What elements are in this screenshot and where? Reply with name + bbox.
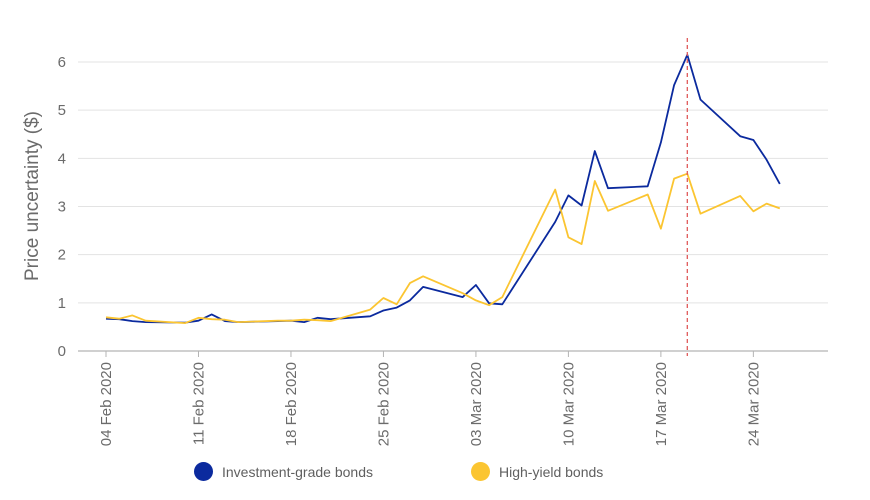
y-tick-label-4: 4: [58, 150, 66, 167]
x-tick-label-1: 11 Feb 2020: [190, 362, 207, 445]
x-tick-label-0: 04 Feb 2020: [98, 362, 115, 446]
series-line-0: [105, 53, 781, 324]
y-tick-label-5: 5: [58, 102, 66, 119]
legend-item-high-yield: High-yield bonds: [471, 462, 603, 481]
x-tick-label-5: 10 Mar 2020: [560, 362, 577, 446]
x-tick-label-4: 03 Mar 2020: [468, 362, 485, 446]
y-tick-label-2: 2: [58, 247, 66, 264]
y-axis-title: Price uncertainty ($): [22, 111, 43, 281]
series-line-1: [105, 172, 781, 325]
x-tick-label-3: 25 Feb 2020: [375, 362, 392, 446]
legend-swatch-investment-grade: [194, 462, 213, 481]
legend-item-investment-grade: Investment-grade bonds: [194, 462, 373, 481]
x-tick-label-7: 24 Mar 2020: [745, 362, 762, 446]
legend-swatch-high-yield: [471, 462, 490, 481]
y-tick-label-6: 6: [58, 54, 66, 71]
x-tick-label-6: 17 Mar 2020: [653, 362, 670, 446]
legend-label-high-yield: High-yield bonds: [499, 463, 604, 480]
y-tick-label-1: 1: [58, 295, 66, 312]
y-tick-label-0: 0: [58, 343, 66, 360]
legend-label-investment-grade: Investment-grade bonds: [222, 463, 373, 480]
y-tick-label-3: 3: [58, 199, 66, 216]
legend: Investment-grade bonds High-yield bonds: [0, 462, 870, 488]
x-tick-label-2: 18 Feb 2020: [283, 362, 300, 446]
